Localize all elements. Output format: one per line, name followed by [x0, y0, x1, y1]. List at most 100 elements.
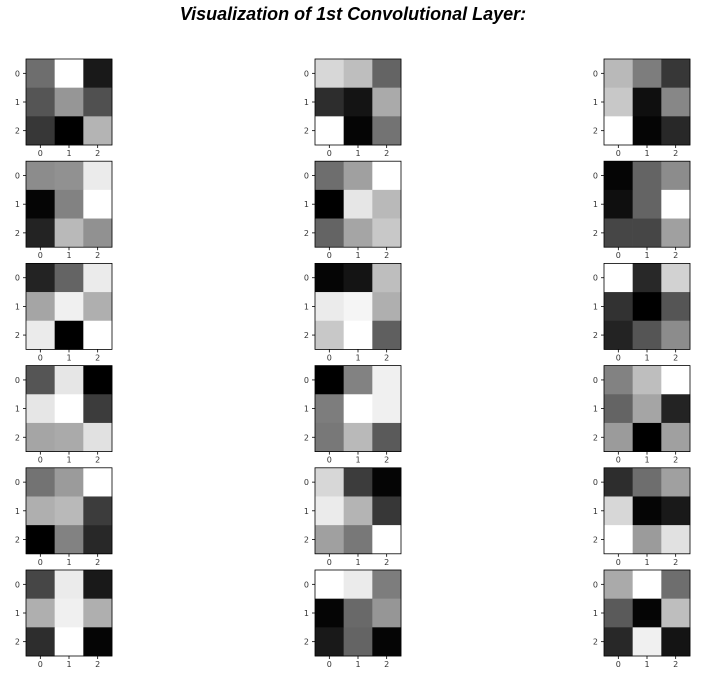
x-tick-label: 1 — [644, 660, 649, 669]
filter-cell — [26, 59, 55, 88]
filter-cell — [604, 525, 633, 555]
filter-cell — [83, 627, 113, 657]
y-tick-label: 1 — [304, 302, 309, 311]
filter-cell — [372, 365, 402, 395]
filter-panel-8: 0 0 1 1 2 2 — [304, 262, 402, 362]
filter-cell — [632, 394, 662, 424]
filter-cell — [26, 263, 55, 293]
x-tick-label: 0 — [327, 251, 332, 260]
filter-cell — [54, 467, 84, 497]
filter-cell — [26, 496, 55, 526]
x-tick-label: 1 — [644, 251, 649, 260]
filter-cell — [604, 218, 633, 248]
filter-cell — [83, 59, 113, 88]
filter-cell — [26, 292, 55, 322]
y-tick-label: 2 — [15, 638, 20, 647]
filter-cell — [372, 598, 402, 628]
filter-cell — [315, 627, 344, 657]
y-tick-label: 1 — [304, 609, 309, 618]
y-tick-label: 2 — [304, 127, 309, 136]
filter-cell — [604, 116, 633, 146]
filter-cell — [343, 627, 373, 657]
y-tick-label: 2 — [304, 535, 309, 544]
x-tick-label: 1 — [355, 353, 360, 362]
x-tick-label: 1 — [66, 353, 71, 362]
filter-cell — [54, 320, 84, 350]
x-tick-label: 1 — [644, 149, 649, 158]
x-tick-label: 2 — [384, 456, 389, 465]
y-tick-label: 0 — [593, 69, 598, 78]
x-tick-label: 2 — [384, 149, 389, 158]
x-tick-label: 0 — [616, 558, 621, 567]
filter-cell — [83, 598, 113, 628]
filter-cell — [632, 116, 662, 146]
x-tick-label: 0 — [616, 353, 621, 362]
filter-panel-4: 0 0 1 1 2 2 — [15, 160, 113, 260]
x-tick-label: 2 — [673, 660, 678, 669]
filter-cell — [661, 394, 691, 424]
filter-cell — [54, 627, 84, 657]
y-tick-label: 1 — [593, 200, 598, 209]
x-tick-label: 1 — [355, 149, 360, 158]
y-tick-label: 0 — [304, 172, 309, 181]
filter-cell — [604, 570, 633, 599]
filter-cell — [604, 59, 633, 88]
x-tick-label: 2 — [95, 251, 100, 260]
y-tick-label: 0 — [304, 580, 309, 589]
filter-cell — [315, 116, 344, 146]
y-tick-label: 0 — [15, 274, 20, 283]
y-tick-label: 2 — [304, 433, 309, 442]
x-tick-label: 0 — [616, 660, 621, 669]
filter-cell — [83, 570, 113, 599]
y-tick-label: 1 — [304, 507, 309, 516]
x-tick-label: 2 — [95, 149, 100, 158]
y-tick-label: 1 — [304, 405, 309, 414]
y-tick-label: 1 — [304, 98, 309, 107]
y-tick-label: 2 — [15, 127, 20, 136]
filter-cell — [315, 467, 344, 497]
filter-cell — [83, 422, 113, 452]
filter-cell — [83, 467, 113, 497]
x-tick-label: 1 — [66, 456, 71, 465]
x-tick-label: 2 — [384, 353, 389, 362]
filter-cell — [604, 161, 633, 191]
filter-cell — [661, 525, 691, 555]
filter-cell — [315, 598, 344, 628]
filter-cell — [26, 218, 55, 248]
filter-cell — [26, 598, 55, 628]
filter-cell — [604, 598, 633, 628]
filter-panel-6: 0 0 1 1 2 2 — [593, 160, 691, 260]
filter-cell — [343, 87, 373, 117]
y-tick-label: 0 — [593, 172, 598, 181]
filter-cell — [54, 365, 84, 395]
filter-cell — [632, 422, 662, 452]
filter-cell — [26, 394, 55, 424]
filter-cell — [661, 218, 691, 248]
filter-cell — [661, 161, 691, 191]
filter-cell — [372, 627, 402, 657]
filter-cell — [604, 422, 633, 452]
filter-panel-17: 0 0 1 1 2 2 — [304, 569, 402, 669]
filter-cell — [372, 87, 402, 117]
x-tick-label: 1 — [355, 456, 360, 465]
filter-cell — [343, 422, 373, 452]
x-tick-label: 0 — [38, 353, 43, 362]
y-tick-label: 2 — [593, 331, 598, 340]
filter-cell — [343, 263, 373, 293]
filter-cell — [632, 598, 662, 628]
y-tick-label: 1 — [15, 609, 20, 618]
filter-cell — [315, 422, 344, 452]
filter-cell — [54, 525, 84, 555]
y-tick-label: 1 — [593, 98, 598, 107]
filter-cell — [661, 116, 691, 146]
filter-cell — [54, 116, 84, 146]
y-tick-label: 0 — [304, 376, 309, 385]
x-tick-label: 0 — [616, 251, 621, 260]
y-tick-label: 0 — [15, 478, 20, 487]
x-tick-label: 1 — [644, 558, 649, 567]
filter-cell — [315, 161, 344, 191]
filter-cell — [632, 570, 662, 599]
x-tick-label: 0 — [327, 660, 332, 669]
filter-panel-1: 0 0 1 1 2 2 — [15, 58, 113, 158]
filter-panel-13: 0 0 1 1 2 2 — [15, 467, 113, 567]
